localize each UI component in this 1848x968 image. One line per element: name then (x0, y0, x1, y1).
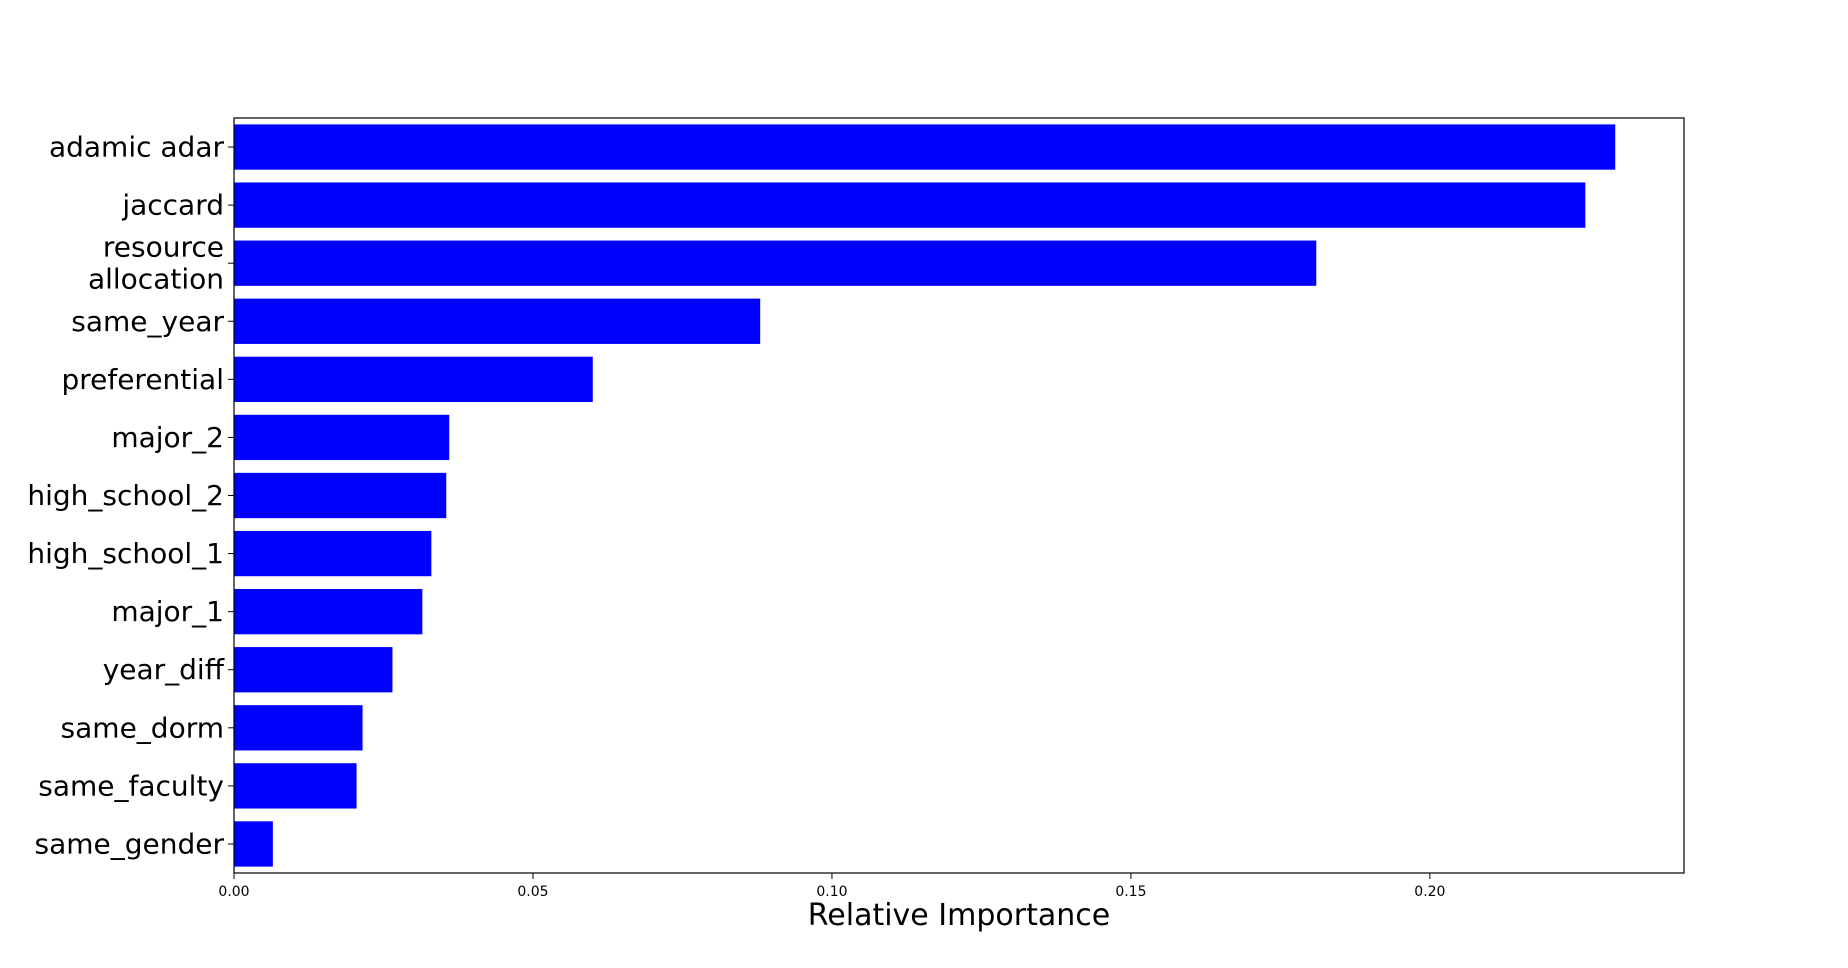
bar (234, 298, 761, 344)
y-tick-label: jaccard (121, 189, 224, 222)
y-tick-label: resource (103, 231, 224, 264)
x-tick-label: 0.00 (218, 884, 249, 900)
y-tick-label: same_year (71, 305, 224, 338)
y-tick-label: same_gender (34, 827, 224, 860)
y-tick-label: same_faculty (38, 769, 224, 802)
bar (234, 356, 593, 402)
bar (234, 182, 1586, 228)
bar (234, 530, 432, 577)
bars-group (234, 124, 1616, 867)
bar (234, 589, 423, 635)
x-tick-label: 0.10 (816, 884, 847, 900)
y-tick-label: high_school_1 (27, 537, 224, 570)
plot-frame (233, 117, 1685, 874)
y-tick-label: high_school_2 (27, 479, 224, 512)
x-axis-label: Relative Importance (808, 898, 1110, 933)
y-tick-label: major_2 (111, 421, 224, 454)
y-tick-label: adamic adar (49, 131, 225, 164)
bar (234, 821, 273, 867)
bar (234, 240, 1317, 286)
bar (234, 414, 450, 461)
x-axis: 0.00 0.05 0.10 0.15 0.20 (218, 873, 1445, 900)
bar (234, 705, 363, 751)
y-tick-label: same_dorm (61, 711, 224, 744)
bar (234, 763, 357, 809)
y-tick-label: year_diff (103, 653, 225, 686)
bar (234, 472, 447, 519)
bar (234, 124, 1616, 170)
x-tick-label: 0.20 (1414, 884, 1445, 900)
bar (234, 647, 393, 693)
y-tick-label: allocation (88, 263, 224, 296)
x-tick-label: 0.05 (517, 884, 548, 900)
y-tick-label: major_1 (111, 595, 224, 628)
y-tick-label: preferential (61, 363, 224, 396)
x-tick-label: 0.15 (1115, 884, 1146, 900)
